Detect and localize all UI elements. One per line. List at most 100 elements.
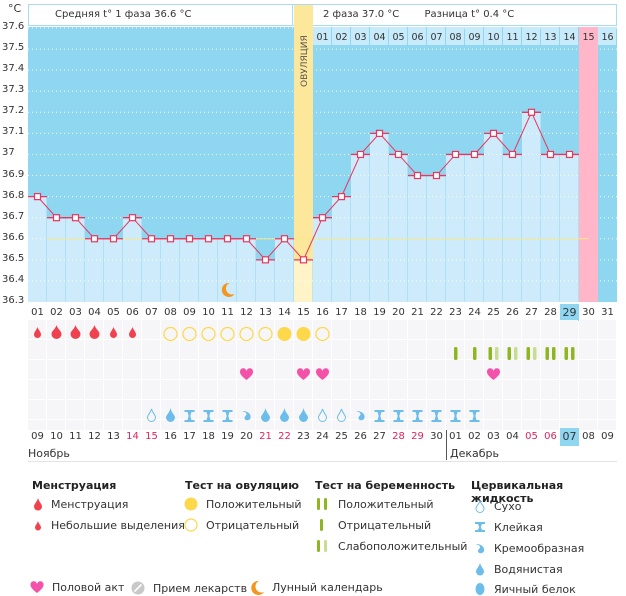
symptom-cell	[541, 380, 559, 399]
symptom-cell	[104, 360, 122, 379]
symptom-cell	[332, 360, 350, 379]
calendar-date: 20	[240, 431, 253, 442]
calendar-date: 09	[31, 431, 44, 442]
symptom-cell	[199, 320, 217, 339]
symptom-cell	[332, 340, 350, 359]
symptom-cell	[313, 320, 331, 339]
luteal-day-cell	[408, 27, 426, 45]
temperature-point	[337, 193, 346, 201]
calendar-date: 05	[525, 431, 538, 442]
temperature-point	[508, 150, 517, 159]
symptom-cell	[522, 400, 540, 419]
x-tick-cycle-day: 10	[202, 307, 215, 318]
symptom-cell	[389, 360, 407, 379]
symptom-cell	[579, 420, 597, 430]
symptom-cell	[503, 360, 521, 379]
symptom-cell	[484, 380, 502, 399]
pregnancy-test-line-icon	[526, 347, 530, 360]
temperature-point	[527, 108, 536, 116]
cervical-sticky-icon	[450, 410, 461, 422]
y-tick-label: 36.7	[2, 210, 25, 222]
ovulation-test-positive-icon	[277, 327, 292, 341]
temperature-point	[375, 129, 384, 137]
calendar-date: 02	[468, 431, 481, 442]
symptom-cell	[66, 400, 84, 419]
symptom-cell	[294, 400, 312, 419]
calendar-date: 07	[560, 428, 579, 446]
symptom-cell	[484, 320, 502, 339]
symptom-cell	[180, 380, 198, 399]
symptom-cell	[66, 340, 84, 359]
symptom-cell	[123, 380, 141, 399]
symptom-cell	[427, 380, 445, 399]
ovulation-test-positive-icon	[296, 327, 311, 341]
ovulation-test-negative-icon	[182, 326, 197, 342]
symptom-cell	[503, 380, 521, 399]
symptom-cell	[256, 360, 274, 379]
symptom-cell	[313, 340, 331, 359]
drop-heavy-icon	[34, 498, 42, 511]
temperature-point	[318, 214, 327, 222]
luteal-day-cell	[389, 27, 407, 45]
symptom-cell	[47, 340, 65, 359]
heart-icon	[296, 368, 311, 380]
symptom-cell	[180, 420, 198, 430]
symptom-cell	[389, 340, 407, 359]
symptom-cell	[446, 380, 464, 399]
symptom-cell	[446, 320, 464, 339]
symptom-cell	[465, 400, 483, 419]
symptom-cell	[503, 420, 521, 430]
symptom-cell	[294, 340, 312, 359]
pregnancy-test-line-icon	[545, 347, 549, 360]
symptom-cell	[294, 420, 312, 430]
luteal-day-cell	[370, 27, 388, 45]
cervical-creamy-icon	[476, 544, 485, 554]
symptom-cell	[199, 360, 217, 379]
symptom-cell	[161, 360, 179, 379]
luteal-day-cell	[522, 27, 540, 45]
temperature-point	[147, 235, 156, 243]
symptom-cell	[256, 420, 274, 430]
symptom-cell	[560, 380, 578, 399]
symptom-cell	[332, 420, 350, 430]
symptom-cell	[142, 340, 160, 359]
symptom-cell	[351, 380, 369, 399]
x-tick-cycle-day: 24	[468, 307, 481, 318]
x-tick-cycle-day: 12	[240, 307, 253, 318]
symptom-cell	[66, 380, 84, 399]
luteal-day-label: 06	[411, 32, 423, 43]
menstruation-light-icon	[34, 327, 41, 338]
pregnancy-test-weak-icon	[533, 347, 537, 360]
month-divider	[446, 430, 447, 460]
symptom-cell	[389, 420, 407, 430]
temperature-bar	[313, 217, 332, 302]
symptom-cell	[389, 380, 407, 399]
symptom-cell	[579, 400, 597, 419]
luteal-day-cell	[541, 27, 559, 45]
symptom-cell	[408, 320, 426, 339]
luteal-day-cell	[332, 27, 350, 45]
pregnancy-test-weak-icon	[495, 347, 499, 360]
symptom-cell	[180, 360, 198, 379]
cervical-sticky-icon	[431, 410, 442, 422]
symptom-cell	[598, 320, 616, 339]
symptom-cell	[123, 340, 141, 359]
pregnancy-test-negative-icon	[473, 347, 477, 360]
symptom-cell	[66, 360, 84, 379]
temperature-point	[261, 256, 270, 264]
legend-menstruation-heavy: Менструация	[33, 497, 128, 511]
x-tick-cycle-day: 11	[221, 307, 234, 318]
symptom-cell	[180, 400, 198, 419]
symptom-cell	[275, 380, 293, 399]
luteal-day-cell	[484, 27, 502, 45]
cervical-sticky-icon	[412, 410, 423, 422]
symptom-cell	[427, 360, 445, 379]
symptom-cell	[351, 360, 369, 379]
luteal-day-cell	[465, 27, 483, 45]
temperature-point	[546, 150, 555, 159]
pill-icon	[131, 581, 145, 595]
drop-light-icon	[35, 521, 41, 531]
calendar-date: 11	[69, 431, 82, 442]
symptom-cell	[218, 320, 236, 339]
x-tick-cycle-day: 08	[164, 307, 177, 318]
